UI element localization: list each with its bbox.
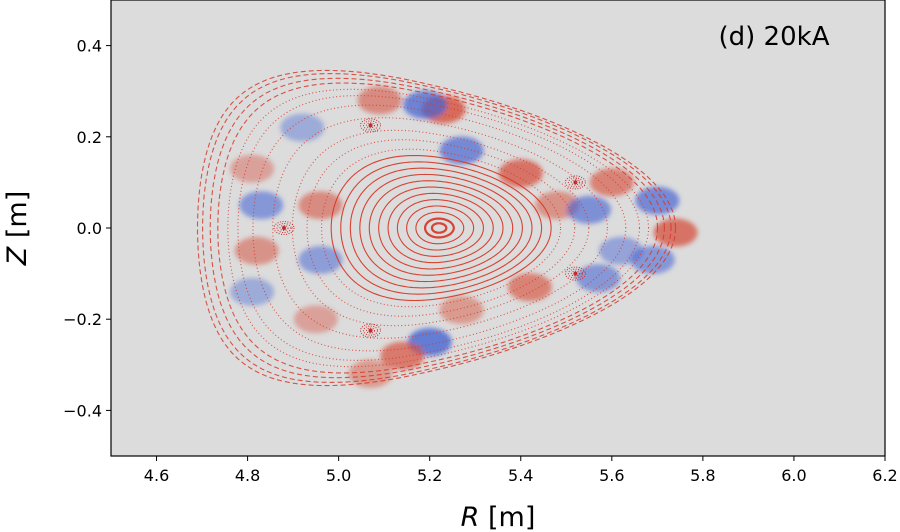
x-tick-label: 5.6 bbox=[599, 466, 624, 485]
island-center bbox=[368, 328, 373, 333]
perturbation-blob bbox=[507, 273, 552, 302]
perturbation-blob bbox=[498, 159, 543, 188]
y-axis-label-unit: [m] bbox=[2, 191, 33, 247]
island-contour bbox=[570, 179, 580, 186]
y-tick-label: 0.4 bbox=[77, 37, 102, 56]
x-axis-label-unit: [m] bbox=[479, 502, 535, 532]
island-contour bbox=[564, 266, 586, 281]
island-contour bbox=[363, 120, 379, 131]
y-tick-label: 0.0 bbox=[77, 219, 102, 238]
flux-surface bbox=[252, 104, 627, 352]
island-contour bbox=[366, 122, 376, 129]
x-axis-label: R [m] bbox=[461, 502, 536, 532]
flux-surface bbox=[306, 139, 576, 317]
axes-background bbox=[111, 0, 885, 456]
perturbation-blob bbox=[280, 113, 325, 142]
x-tick-label: 4.6 bbox=[144, 466, 169, 485]
island-contour bbox=[273, 221, 295, 235]
y-tick-label: 0.2 bbox=[77, 128, 102, 147]
island-contour bbox=[363, 325, 379, 336]
island-contour bbox=[366, 327, 376, 334]
perturbation-blob bbox=[439, 296, 484, 325]
island-contour bbox=[567, 268, 583, 279]
flux-surface bbox=[368, 180, 514, 276]
x-tick-label: 6.2 bbox=[872, 466, 897, 485]
perturbation-blob bbox=[293, 305, 338, 334]
x-tick-label: 5.8 bbox=[690, 466, 715, 485]
flux-surface bbox=[272, 117, 608, 339]
perturbation-blob bbox=[567, 195, 612, 224]
perturbation-field bbox=[230, 86, 698, 388]
x-axis-label-var: R bbox=[461, 502, 480, 532]
y-axis-label-var: Z bbox=[2, 246, 33, 266]
perturbation-blob bbox=[380, 341, 425, 370]
x-axis-ticks: 4.6 4.8 5.0 5.2 5.4 5.6 5.8 6.0 6.2 bbox=[144, 456, 898, 485]
magnetic-islands bbox=[273, 118, 586, 338]
flux-surface bbox=[406, 205, 475, 251]
flux-surface bbox=[349, 167, 533, 289]
flux-surface bbox=[340, 161, 543, 295]
perturbation-blob bbox=[357, 86, 402, 115]
island-contour bbox=[564, 175, 586, 190]
island-contour bbox=[567, 177, 583, 188]
flux-surface bbox=[387, 192, 494, 264]
perturbation-blob bbox=[576, 264, 621, 293]
perturbation-blob bbox=[230, 154, 275, 183]
island-contour bbox=[279, 225, 289, 231]
perturbation-blob bbox=[230, 277, 275, 306]
perturbation-blob bbox=[298, 245, 343, 274]
flux-surface bbox=[291, 129, 590, 327]
flux-surfaces bbox=[196, 69, 677, 387]
y-tick-label: −0.2 bbox=[63, 310, 102, 329]
x-tick-label: 4.8 bbox=[235, 466, 260, 485]
flux-surface bbox=[359, 173, 523, 283]
flux-surface bbox=[227, 88, 650, 368]
flux-surface bbox=[209, 77, 665, 379]
island-contour bbox=[276, 223, 292, 233]
perturbation-blob bbox=[234, 236, 279, 265]
flux-surface bbox=[415, 211, 465, 245]
flux-surface bbox=[196, 69, 677, 387]
perturbation-blob bbox=[635, 186, 680, 215]
flux-surface bbox=[378, 186, 504, 270]
perturbation-blob bbox=[439, 136, 484, 165]
x-tick-label: 5.0 bbox=[326, 466, 351, 485]
perturbation-blob bbox=[298, 191, 343, 220]
flux-surface bbox=[330, 154, 552, 302]
flux-surface bbox=[217, 82, 659, 374]
perturbation-blob bbox=[403, 90, 448, 119]
island-contour bbox=[360, 118, 382, 133]
island-center bbox=[573, 180, 578, 185]
x-tick-label: 5.2 bbox=[417, 466, 442, 485]
flux-surface bbox=[430, 222, 448, 234]
island-center bbox=[573, 271, 578, 276]
flux-surface bbox=[396, 199, 484, 257]
perturbation-blob bbox=[598, 236, 643, 265]
flux-surface bbox=[424, 217, 455, 239]
island-center bbox=[282, 226, 287, 230]
perturbation-blob bbox=[589, 168, 634, 197]
perturbation-blob bbox=[239, 191, 284, 220]
panel-annotation: (d) 20kA bbox=[719, 22, 830, 52]
x-tick-label: 5.4 bbox=[508, 466, 533, 485]
y-axis-label: Z [m] bbox=[2, 191, 33, 266]
x-tick-label: 6.0 bbox=[781, 466, 806, 485]
island-contour bbox=[570, 270, 580, 277]
y-tick-label: −0.4 bbox=[63, 401, 102, 420]
island-contour bbox=[360, 323, 382, 338]
island-center bbox=[368, 123, 373, 128]
y-axis-ticks: 0.4 0.2 0.0 −0.2 −0.4 bbox=[63, 37, 111, 420]
flux-surface bbox=[202, 73, 672, 383]
